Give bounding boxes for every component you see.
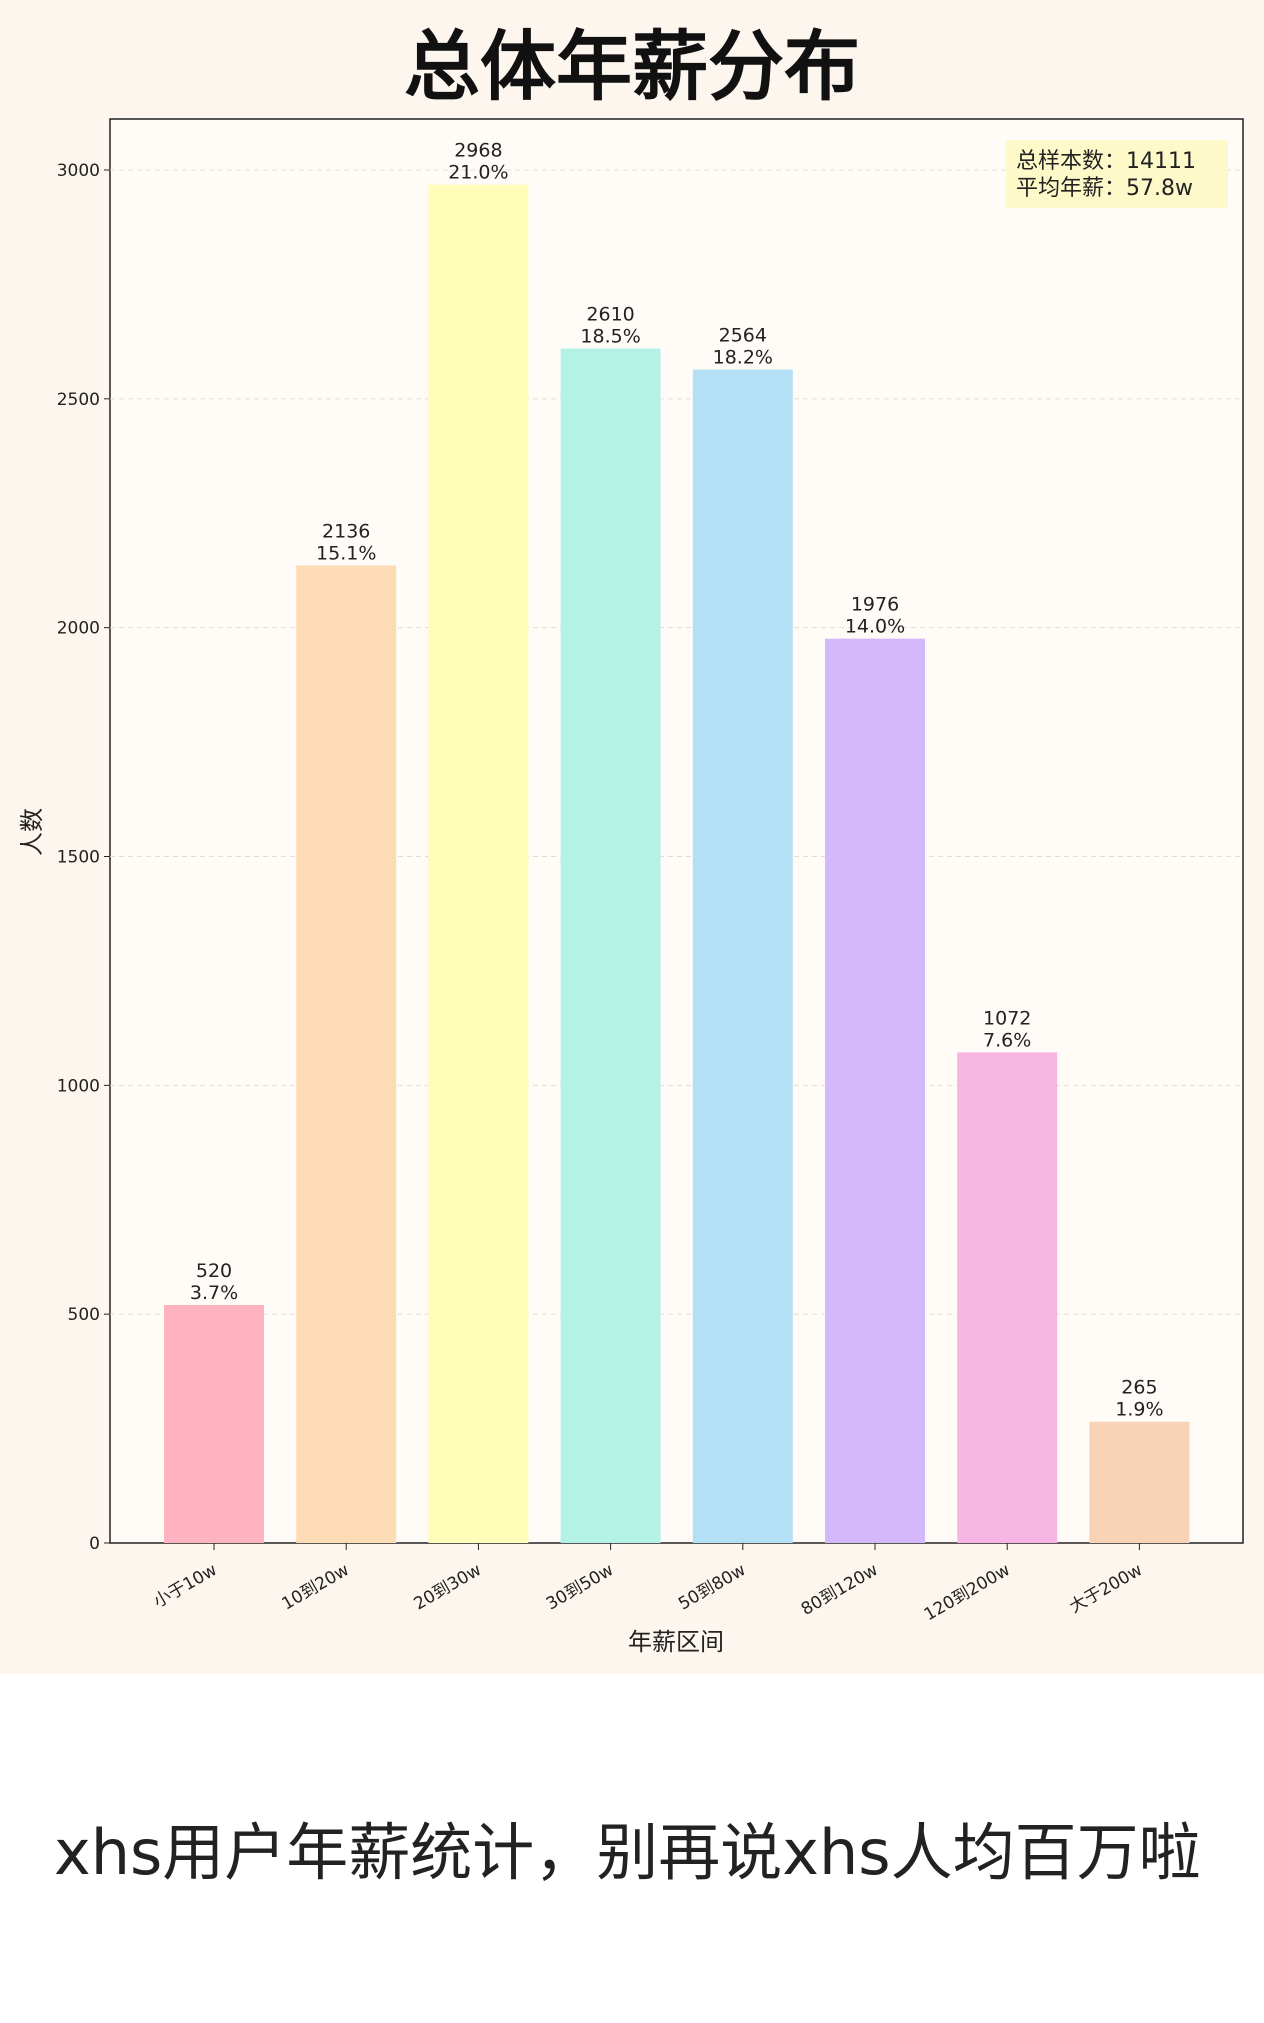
bar-value-label: 2968: [454, 140, 502, 162]
bar-4: [692, 369, 793, 1543]
annotation-text: 平均年薪：57.8w: [1016, 176, 1193, 201]
y-tick-label: 2500: [57, 390, 100, 410]
chart-figure: 总体年薪分布 0 500 1000 1500 2000 2500 3000 520 3.7% 小于…: [0, 0, 1264, 1674]
annotation-box: [1006, 140, 1228, 208]
bar-percent-label: 1.9%: [1115, 1399, 1163, 1421]
bar-1: [296, 565, 397, 1543]
bar-value-label: 2564: [719, 325, 767, 347]
bar-percent-label: 3.7%: [190, 1282, 238, 1304]
bar-7: [1089, 1421, 1190, 1543]
post-caption: xhs用户年薪统计，别再说xhs人均百万啦: [54, 1816, 1201, 1889]
bar-value-label: 2610: [586, 303, 634, 325]
bar-value-label: 265: [1121, 1377, 1157, 1399]
bar-percent-label: 14.0%: [845, 616, 905, 638]
bar-0: [164, 1305, 264, 1543]
y-tick-label: 1500: [57, 848, 100, 868]
y-axis-label: 人数: [18, 808, 46, 856]
bar-6: [957, 1052, 1058, 1543]
bar-percent-label: 15.1%: [316, 542, 376, 564]
x-tick-label: 50到80w: [675, 1560, 749, 1614]
bar-value-label: 520: [196, 1260, 232, 1282]
bar-3: [560, 348, 661, 1543]
annotation-text: 总样本数：14111: [1016, 149, 1196, 174]
y-tick-label: 2000: [57, 619, 100, 639]
x-tick-label: 小于10w: [150, 1560, 220, 1612]
y-tick-label: 1000: [57, 1076, 100, 1096]
bar-percent-label: 7.6%: [983, 1029, 1031, 1051]
x-tick-label: 10到20w: [278, 1560, 352, 1614]
bar-percent-label: 18.5%: [580, 325, 640, 347]
chart-title: 总体年薪分布: [404, 22, 860, 111]
bar-value-label: 2136: [322, 520, 370, 542]
y-tick-label: 3000: [57, 161, 100, 181]
bar-percent-label: 18.2%: [713, 347, 773, 369]
y-tick-label: 500: [68, 1305, 100, 1325]
bar-5: [825, 638, 925, 1543]
x-tick-label: 大于200w: [1066, 1560, 1146, 1618]
bar-value-label: 1976: [851, 594, 899, 616]
x-tick-label: 80到120w: [798, 1560, 882, 1620]
bar-value-label: 1072: [983, 1007, 1031, 1029]
x-tick-label: 120到200w: [921, 1560, 1014, 1625]
x-tick-label: 20到30w: [411, 1560, 485, 1614]
bar-percent-label: 21.0%: [448, 162, 508, 184]
plot-area: [109, 118, 1244, 1544]
x-axis-label: 年薪区间: [628, 1628, 724, 1656]
bar-2: [428, 184, 529, 1543]
x-tick-label: 30到50w: [543, 1560, 617, 1614]
y-tick-label: 0: [89, 1534, 100, 1554]
